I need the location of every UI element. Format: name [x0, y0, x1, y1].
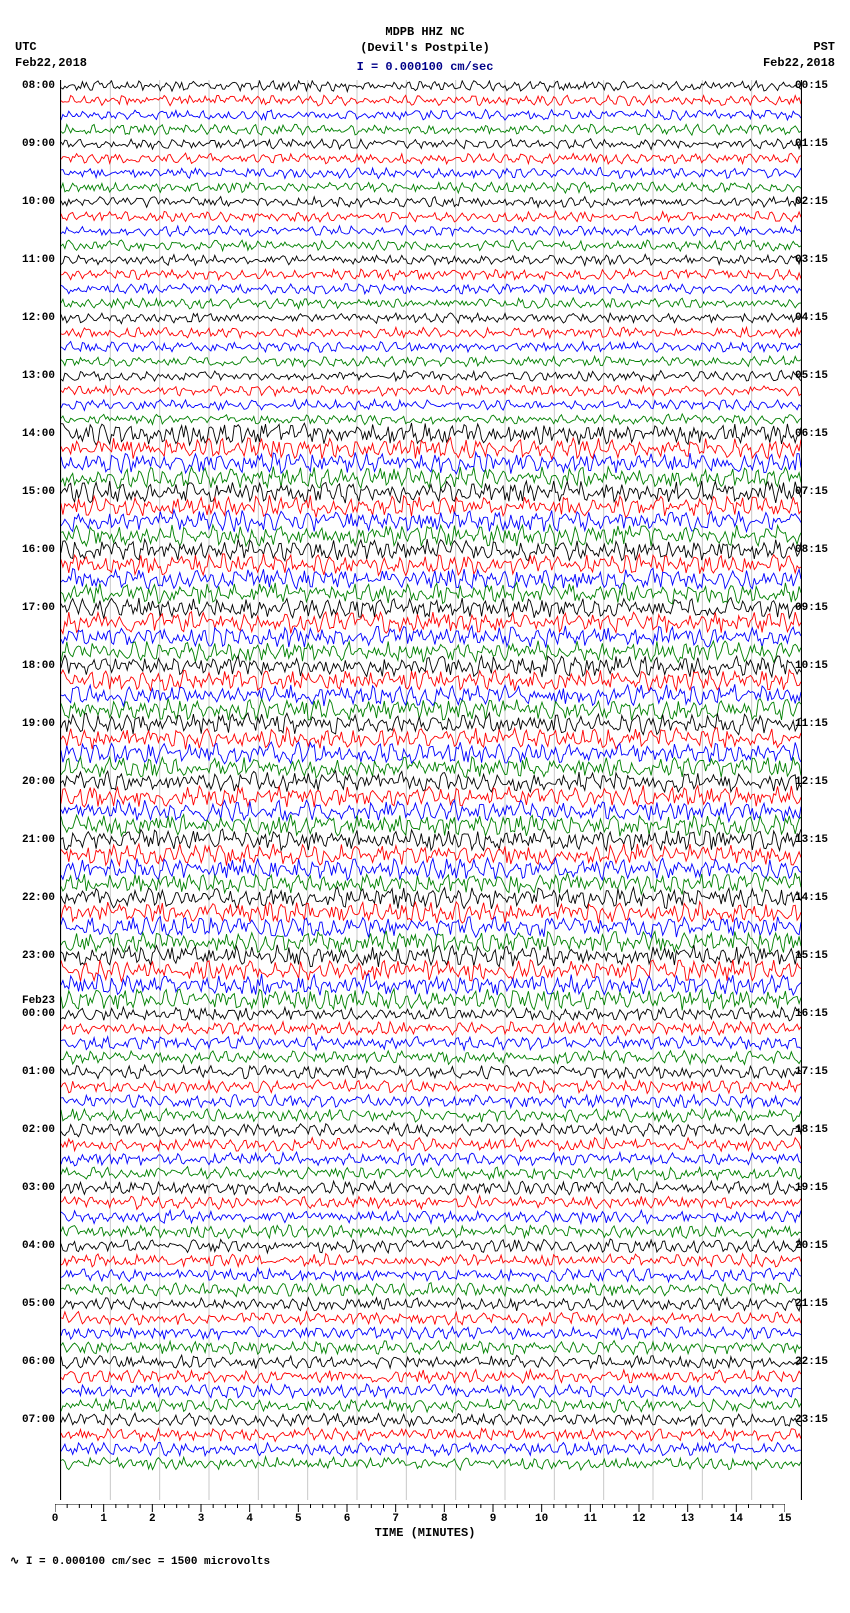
left-time-label: 01:00 — [15, 1067, 55, 1078]
right-time-label: 23:15 — [795, 1415, 835, 1426]
left-time-label: 23:00 — [15, 951, 55, 962]
right-date: Feb22,2018 — [763, 56, 835, 72]
left-time-label: 09:00 — [15, 139, 55, 150]
right-time-label: 08:15 — [795, 545, 835, 556]
right-time-label: 17:15 — [795, 1067, 835, 1078]
x-tick-label: 7 — [392, 1513, 399, 1525]
x-tick-label: 13 — [681, 1513, 694, 1525]
right-time-label: 05:15 — [795, 371, 835, 382]
left-time-label: 04:00 — [15, 1241, 55, 1252]
x-tick-label: 1 — [100, 1513, 107, 1525]
scale-note: I = 0.000100 cm/sec — [10, 60, 840, 76]
right-time-label: 16:15 — [795, 1009, 835, 1020]
footer-bar-icon: ∿ I — [10, 1556, 32, 1568]
left-time-label: 18:00 — [15, 661, 55, 672]
right-time-label: 18:15 — [795, 1125, 835, 1136]
x-tick-label: 3 — [198, 1513, 205, 1525]
right-time-label: 21:15 — [795, 1299, 835, 1310]
header: UTC Feb22,2018 MDPB HHZ NC (Devil's Post… — [10, 10, 840, 80]
x-tick-label: 4 — [246, 1513, 253, 1525]
left-time-label: 13:00 — [15, 371, 55, 382]
right-time-label: 01:15 — [795, 139, 835, 150]
left-time-label: 08:00 — [15, 81, 55, 92]
left-time-label: 03:00 — [15, 1183, 55, 1194]
left-time-label: 05:00 — [15, 1299, 55, 1310]
x-tick-label: 0 — [52, 1513, 59, 1525]
right-time-label: 07:15 — [795, 487, 835, 498]
x-tick-label: 9 — [490, 1513, 497, 1525]
right-time-label: 12:15 — [795, 777, 835, 788]
x-axis: TIME (MINUTES) 0123456789101112131415 — [10, 1504, 840, 1544]
x-tick-label: 8 — [441, 1513, 448, 1525]
title-2: (Devil's Postpile) — [10, 41, 840, 57]
x-tick-label: 10 — [535, 1513, 548, 1525]
right-time-label: 13:15 — [795, 835, 835, 846]
header-center: MDPB HHZ NC (Devil's Postpile) I = 0.000… — [10, 25, 840, 76]
plot-wrap: 08:00 09:00 10:00 11:00 12:00 13:00 14:00 15:00… — [15, 80, 835, 1500]
left-time-label: 00:00 — [15, 1009, 55, 1020]
left-time-label: 06:00 — [15, 1357, 55, 1368]
x-tick-label: 5 — [295, 1513, 302, 1525]
left-time-label: 20:00 — [15, 777, 55, 788]
right-time-label: 04:15 — [795, 313, 835, 324]
header-right: PST Feb22,2018 — [763, 40, 835, 71]
x-tick-label: 15 — [778, 1513, 791, 1525]
right-time-label: 09:15 — [795, 603, 835, 614]
left-time-label: 14:00 — [15, 429, 55, 440]
x-tick-label: 6 — [344, 1513, 351, 1525]
left-time-label: 02:00 — [15, 1125, 55, 1136]
right-time-label: 10:15 — [795, 661, 835, 672]
x-tick-label: 14 — [730, 1513, 743, 1525]
right-time-label: 14:15 — [795, 893, 835, 904]
right-tz: PST — [763, 40, 835, 56]
footer-text: = 0.000100 cm/sec = 1500 microvolts — [39, 1556, 270, 1568]
helicorder-plot — [60, 80, 802, 1500]
x-tick-label: 11 — [584, 1513, 597, 1525]
left-time-label: 11:00 — [15, 255, 55, 266]
x-axis-ticks — [55, 1504, 785, 1518]
left-time-label: 22:00 — [15, 893, 55, 904]
left-time-label: 12:00 — [15, 313, 55, 324]
x-tick-label: 2 — [149, 1513, 156, 1525]
right-time-label: 03:15 — [795, 255, 835, 266]
left-time-label: 07:00 — [15, 1415, 55, 1426]
scale-text: = 0.000100 cm/sec — [371, 60, 493, 74]
left-time-label: 17:00 — [15, 603, 55, 614]
right-time-label: 15:15 — [795, 951, 835, 962]
left-mid-date: Feb23 — [15, 996, 55, 1007]
right-time-label: 11:15 — [795, 719, 835, 730]
title-1: MDPB HHZ NC — [10, 25, 840, 41]
x-axis-label: TIME (MINUTES) — [375, 1526, 476, 1540]
right-time-label: 20:15 — [795, 1241, 835, 1252]
left-time-label: 15:00 — [15, 487, 55, 498]
left-time-label: 21:00 — [15, 835, 55, 846]
right-time-label: 22:15 — [795, 1357, 835, 1368]
right-time-label: 00:15 — [795, 81, 835, 92]
right-time-label: 02:15 — [795, 197, 835, 208]
footer: ∿ I = 0.000100 cm/sec = 1500 microvolts — [10, 1554, 840, 1568]
right-time-label: 19:15 — [795, 1183, 835, 1194]
right-time-label: 06:15 — [795, 429, 835, 440]
left-time-label: 10:00 — [15, 197, 55, 208]
left-time-label: 19:00 — [15, 719, 55, 730]
left-time-label: 16:00 — [15, 545, 55, 556]
x-tick-label: 12 — [632, 1513, 645, 1525]
scale-bar-icon: I — [357, 60, 364, 74]
